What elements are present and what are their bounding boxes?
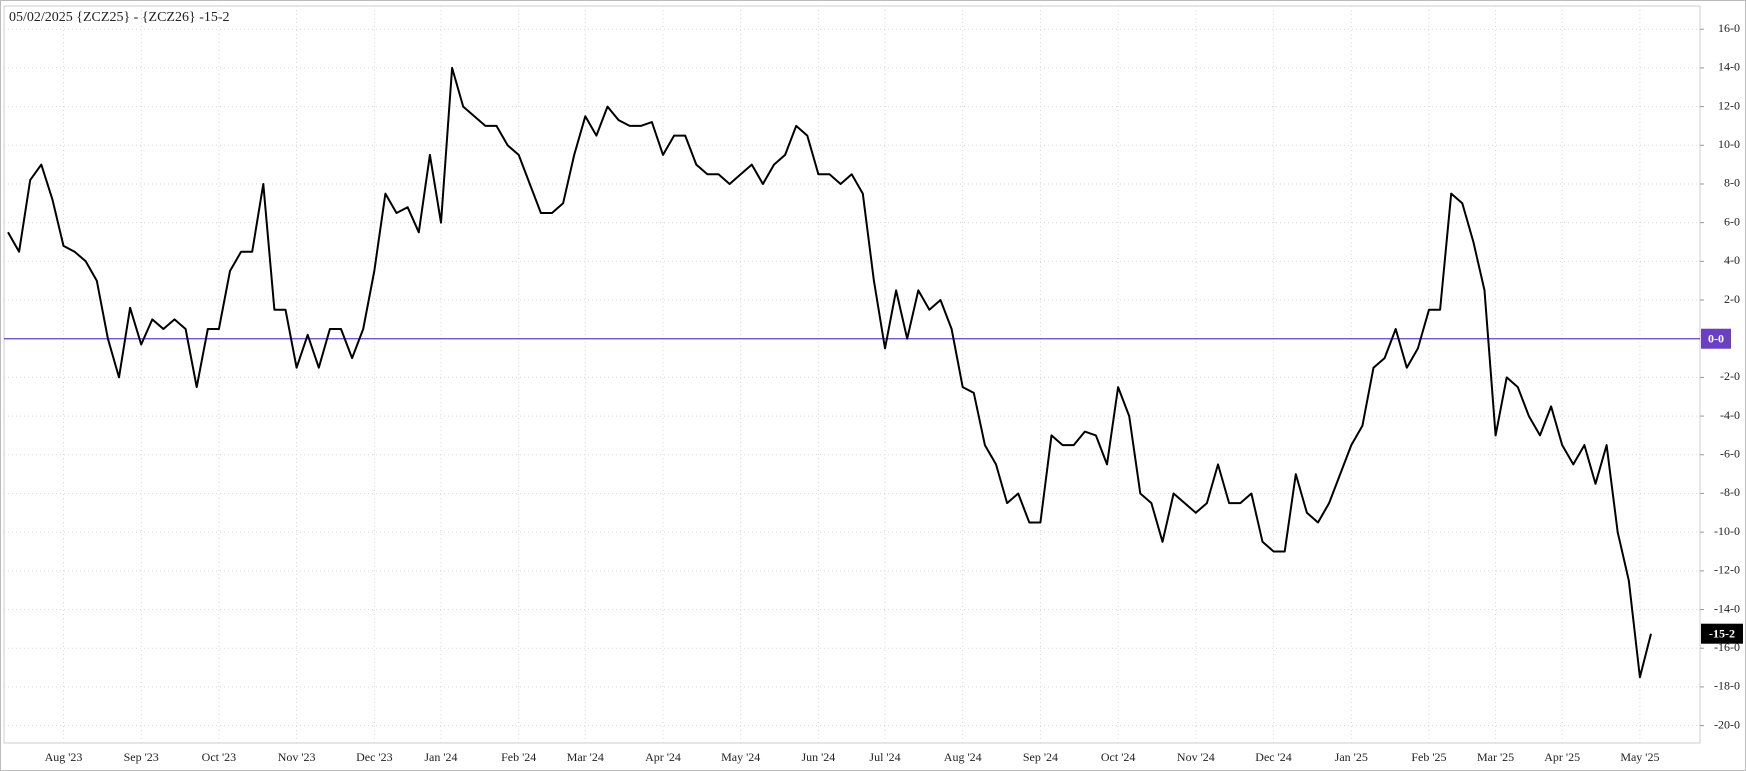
x-tick-label: Oct '24 <box>1101 750 1136 764</box>
price-line <box>7 66 1652 679</box>
x-tick-label: Feb '24 <box>501 750 536 764</box>
y-tick-label: 6-0 <box>1724 214 1740 228</box>
y-tick-label: -8-0 <box>1720 485 1740 499</box>
x-tick-label: Apr '24 <box>645 750 681 764</box>
y-tick-label: 8-0 <box>1724 176 1740 190</box>
last-price-label: -15-2 <box>1709 626 1735 640</box>
x-tick-label: Nov '23 <box>278 750 316 764</box>
x-tick-label: Sep '23 <box>124 750 159 764</box>
y-tick-label: -6-0 <box>1720 447 1740 461</box>
y-tick-label: -10-0 <box>1714 524 1740 538</box>
x-tick-label: Jun '24 <box>801 750 835 764</box>
x-tick-label: Dec '23 <box>356 750 392 764</box>
y-tick-label: 12-0 <box>1718 98 1740 112</box>
x-tick-label: Dec '24 <box>1255 750 1291 764</box>
y-tick-label: -2-0 <box>1720 369 1740 383</box>
x-tick-label: May '25 <box>1620 750 1659 764</box>
x-tick-label: Apr '25 <box>1544 750 1580 764</box>
x-tick-label: Aug '23 <box>45 750 83 764</box>
y-tick-label: -4-0 <box>1720 408 1740 422</box>
x-tick-label: Jan '25 <box>1335 750 1368 764</box>
y-tick-label: 4-0 <box>1724 253 1740 267</box>
reference-label-box <box>1701 328 1731 349</box>
plot-frame <box>3 5 1701 744</box>
y-tick-label: 2-0 <box>1724 292 1740 306</box>
x-tick-label: Oct '23 <box>202 750 237 764</box>
x-tick-label: Feb '25 <box>1411 750 1446 764</box>
y-tick-label: -18-0 <box>1714 679 1740 693</box>
x-tick-label: Aug '24 <box>944 750 982 764</box>
y-tick-label: 14-0 <box>1718 60 1740 74</box>
reference-label: 0-0 <box>1708 331 1724 345</box>
x-tick-label: Sep '24 <box>1023 750 1058 764</box>
x-tick-label: Jul '24 <box>869 750 900 764</box>
x-tick-label: Jan '24 <box>424 750 457 764</box>
x-tick-label: Mar '25 <box>1477 750 1514 764</box>
x-tick-label: May '24 <box>721 750 760 764</box>
y-tick-label: 10-0 <box>1718 137 1740 151</box>
y-tick-label: -14-0 <box>1714 601 1740 615</box>
y-tick-label: 16-0 <box>1718 21 1740 35</box>
chart-title: 05/02/2025 {ZCZ25} - {ZCZ26} -15-2 <box>9 10 230 25</box>
y-tick-label: -12-0 <box>1714 563 1740 577</box>
last-price-box <box>1701 623 1743 644</box>
y-tick-label: -20-0 <box>1714 717 1740 731</box>
x-tick-label: Nov '24 <box>1177 750 1215 764</box>
x-tick-label: Mar '24 <box>567 750 604 764</box>
